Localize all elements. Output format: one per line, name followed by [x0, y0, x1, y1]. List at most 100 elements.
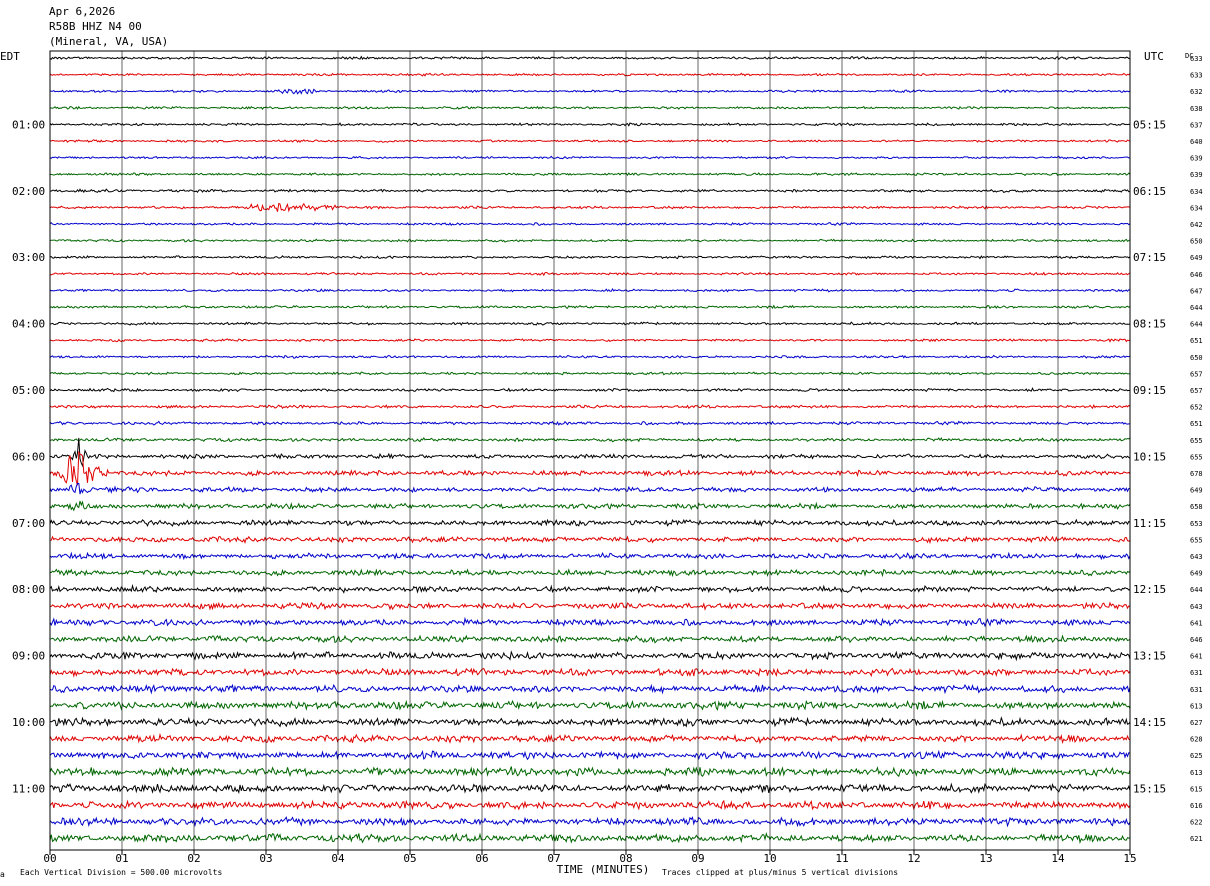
dc-offset-label: 643 [1190, 553, 1203, 561]
left-hour-label: 10:00 [12, 716, 45, 729]
trace-row-14 [49, 288, 1131, 293]
x-tick-label: 00 [43, 852, 56, 865]
dc-offset-label: 643 [1190, 603, 1203, 611]
dc-offset-label: 633 [1190, 72, 1203, 80]
x-tick-label: 02 [187, 852, 200, 865]
dc-offset-label: 634 [1190, 204, 1203, 212]
dc-offset-label: 655 [1190, 453, 1203, 461]
dc-offset-label: 641 [1190, 653, 1203, 661]
dc-offset-label: 655 [1190, 437, 1203, 445]
dc-offset-label: 625 [1190, 752, 1203, 760]
left-hour-label: 02:00 [12, 185, 45, 198]
dc-offset-label: 640 [1190, 138, 1203, 146]
trace-row-1 [49, 72, 1131, 77]
trace-row-30 [49, 551, 1131, 561]
scale-note: Each Vertical Division = 500.00 microvol… [20, 868, 222, 877]
trace-row-39 [49, 699, 1131, 711]
chart-date: Apr 6,2026 [49, 5, 115, 18]
dc-offset-label: 649 [1190, 487, 1203, 495]
dc-offset-label: 638 [1190, 105, 1203, 113]
trace-row-22 [49, 420, 1131, 426]
x-tick-label: 07 [547, 852, 560, 865]
dc-offset-label: 621 [1190, 835, 1203, 843]
trace-row-2 [49, 88, 1131, 95]
dc-offset-label: 622 [1190, 819, 1203, 827]
dc-offset-label: 650 [1190, 238, 1203, 246]
dc-offset-label: 655 [1190, 536, 1203, 544]
x-tick-label: 04 [331, 852, 345, 865]
x-axis-title: TIME (MINUTES) [557, 863, 650, 876]
x-tick-label: 13 [979, 852, 992, 865]
dc-header-label: DC [1185, 52, 1193, 60]
dc-offset-label: 639 [1190, 155, 1203, 163]
dc-offset-label: 634 [1190, 188, 1203, 196]
right-hour-label: 13:15 [1133, 650, 1166, 663]
dc-offset-label: 613 [1190, 769, 1203, 777]
station-location: (Mineral, VA, USA) [49, 35, 168, 48]
clip-note: Traces clipped at plus/minus 5 vertical … [662, 868, 898, 877]
dc-offset-label: 650 [1190, 354, 1203, 362]
x-tick-label: 03 [259, 852, 272, 865]
dc-offset-label: 639 [1190, 171, 1203, 179]
x-tick-label: 15 [1123, 852, 1136, 865]
x-tick-label: 10 [763, 852, 776, 865]
x-tick-label: 12 [907, 852, 920, 865]
dc-offset-label: 616 [1190, 802, 1203, 810]
left-timezone-label: EDT [0, 50, 20, 63]
right-hour-label: 05:15 [1133, 118, 1166, 131]
dc-offset-label: 642 [1190, 221, 1203, 229]
dc-offset-label: 628 [1190, 736, 1203, 744]
trace-row-17 [49, 338, 1131, 343]
dc-offset-label: 631 [1190, 686, 1203, 694]
trace-row-27 [49, 500, 1131, 512]
left-hour-label: 03:00 [12, 251, 45, 264]
dc-offset-label: 649 [1190, 570, 1203, 578]
trace-row-24 [49, 437, 1131, 468]
dc-offset-label: 646 [1190, 636, 1203, 644]
x-tick-label: 08 [619, 852, 632, 865]
trace-row-9 [49, 202, 1131, 213]
left-hour-label: 06:00 [12, 450, 45, 463]
left-hour-label: 11:00 [12, 782, 45, 795]
right-hour-label: 12:15 [1133, 583, 1166, 596]
right-hour-labels: 05:15 06:15 07:15 08:15 09:15 10:15 11:15 12:15… [1133, 118, 1166, 795]
trace-row-18 [49, 354, 1131, 359]
trace-row-34 [49, 616, 1131, 628]
trace-row-19 [49, 371, 1131, 376]
trace-row-25 [49, 450, 1131, 486]
left-hour-label: 09:00 [12, 650, 45, 663]
x-tick-label: 14 [1051, 852, 1065, 865]
trace-row-8 [49, 188, 1131, 194]
trace-row-11 [49, 238, 1131, 243]
dc-offset-label: 678 [1190, 470, 1203, 478]
dc-offset-label: 644 [1190, 321, 1203, 329]
trace-row-20 [49, 387, 1131, 393]
left-hour-label: 01:00 [12, 118, 45, 131]
dc-offset-label: 657 [1190, 387, 1203, 395]
trace-row-31 [49, 568, 1131, 578]
dc-offset-labels: 633 633 632 638 637 640 639 639 634 634 642 650 649 6… [1190, 55, 1203, 843]
left-hour-label: 07:00 [12, 517, 45, 530]
trace-row-6 [49, 155, 1131, 160]
right-hour-label: 08:15 [1133, 318, 1166, 331]
trace-row-12 [49, 255, 1131, 260]
right-hour-label: 14:15 [1133, 716, 1166, 729]
trace-row-13 [49, 271, 1131, 277]
right-hour-label: 11:15 [1133, 517, 1166, 530]
trace-row-7 [49, 172, 1131, 177]
x-tick-label: 05 [403, 852, 416, 865]
trace-row-41 [49, 732, 1131, 745]
trace-row-21 [49, 404, 1131, 410]
dc-offset-label: 646 [1190, 271, 1203, 279]
dc-offset-label: 632 [1190, 88, 1203, 96]
dc-offset-label: 637 [1190, 121, 1203, 129]
corner-mark: a [0, 870, 5, 879]
trace-group [49, 55, 1131, 845]
trace-row-45 [49, 799, 1131, 811]
left-hour-label: 05:00 [12, 384, 45, 397]
trace-row-46 [49, 816, 1131, 828]
trace-row-35 [49, 634, 1131, 644]
x-axis-tick-labels: 00 01 02 03 04 05 06 07 08 09 10 11 12 13 14 15 [43, 852, 1136, 865]
dc-offset-label: 651 [1190, 337, 1203, 345]
